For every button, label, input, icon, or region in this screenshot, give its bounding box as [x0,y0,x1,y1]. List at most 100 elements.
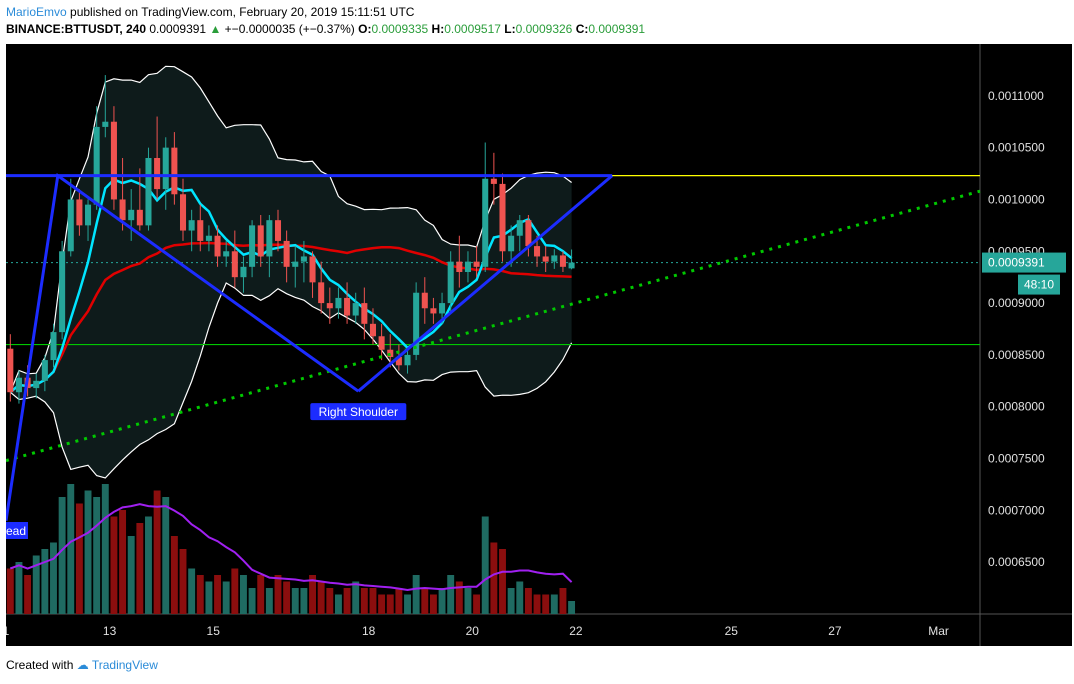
volume-bar [145,516,152,614]
last-price: 0.0009391 [149,22,207,36]
candle-body [378,336,385,350]
volume-bar [524,588,532,614]
candle-body [231,251,238,278]
x-tick-label: 1 [6,624,10,638]
volume-bar [188,568,196,614]
candle-body [171,147,178,195]
head-label-box [6,522,28,539]
volume-bar [369,588,377,614]
candle-body [33,380,40,389]
volume-bar [550,594,558,614]
volume-bar [291,588,299,614]
volume-bar [67,484,75,614]
candle-body [67,199,74,252]
candle-body [473,261,480,267]
close-value: 0.0009391 [588,22,646,36]
volume-bar [473,594,481,614]
author-link[interactable]: MarioEmvo [6,5,67,19]
candle-body [456,261,463,272]
y-tick-label: 0.0007500 [988,452,1045,466]
price-chart[interactable]: 0.00110000.00105000.00100000.00095000.00… [6,44,1072,646]
volume-bar [447,575,455,614]
candle-body [7,348,14,393]
volume-bar [300,588,308,614]
volume-bar [127,536,135,614]
candle-body [85,204,92,226]
created-with-text: Created with [6,658,74,672]
up-triangle-icon: ▲ [209,22,222,36]
volume-bar [499,549,506,614]
head-label: ead [6,524,26,538]
volume-bar [101,484,109,614]
chart-area[interactable]: 0.0011000 0.0010500 0.0010000 0.0009500 0.00… [6,44,1072,646]
volume-bar [386,594,394,614]
volume-bar [240,575,247,614]
candle-body [41,360,48,381]
candle-body [534,246,541,257]
x-tick-label: 20 [466,624,480,638]
y-tick-label: 0.0011000 [988,89,1044,103]
volume-bar [412,575,420,614]
candle-body [508,235,515,252]
volume-bar [205,581,213,614]
volume-bar [404,594,411,614]
candle-body [214,235,221,257]
countdown-value: 48:10 [1024,278,1054,292]
volume-bar [24,575,32,614]
volume-bar [490,542,498,614]
candle-body [59,251,66,333]
symbol-name: BINANCE:BTTUSDT, 240 [6,22,147,36]
volume-bar [429,594,437,614]
volume-bar [196,575,204,614]
volume-bar [438,588,446,614]
volume-bar [283,581,291,614]
volume-bar [395,588,403,614]
candle-body [76,199,83,226]
volume-bar [507,588,515,614]
close-label: C: [575,22,589,36]
symbol-legend: BINANCE:BTTUSDT, 240 0.0009391 ▲ +−0.000… [6,21,645,37]
candle-body [464,261,471,272]
candle-body [179,194,187,231]
open-label: O: [358,22,372,36]
candle-body [344,297,351,316]
open-value: 0.0009335 [371,22,429,36]
candle-body [369,323,376,337]
x-tick-label: 13 [103,624,117,638]
candle-body [162,147,169,190]
candle-body [542,256,549,262]
volume-bar [214,575,222,614]
volume-bar [559,588,567,614]
x-tick-label: 18 [362,624,376,638]
candle-body [568,262,575,269]
candle-body [300,256,307,262]
low-value: 0.0009326 [515,22,573,36]
y-tick-label: 0.0006500 [988,555,1045,569]
candle-body [447,261,454,304]
low-label: L: [504,22,516,36]
tradingview-logo-icon[interactable]: ☁ [76,658,89,672]
candle-body [516,220,523,236]
candle-body [361,303,368,324]
volume-bar [170,536,178,614]
volume-bar [15,562,23,614]
y-tick-label: 0.0008500 [988,348,1045,362]
candle-body [102,121,109,127]
volume-bar [464,588,472,614]
high-value: 0.0009517 [444,22,501,36]
candle-body [283,240,290,267]
volume-bar [248,588,256,614]
price-change: +−0.0000035 (+−0.37%) [224,22,355,36]
volume-bar [360,588,368,614]
volume-bar [317,581,325,614]
volume-bar [326,588,334,614]
candle-body [266,220,273,257]
candle-body [119,199,126,221]
candle-body [482,178,489,267]
volume-bar [455,581,463,614]
tradingview-brand[interactable]: TradingView [91,658,158,672]
candle-body [188,220,195,231]
candle-body [430,308,437,314]
volume-bar [378,594,386,614]
volume-bar [58,497,66,614]
